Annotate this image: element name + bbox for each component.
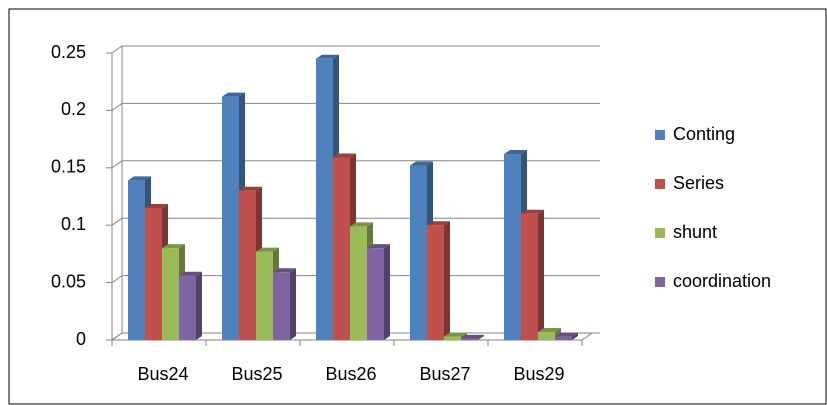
bar-top	[538, 327, 561, 332]
legend-label: Series	[673, 173, 724, 193]
legend-swatch	[655, 179, 665, 189]
bar-front	[538, 331, 555, 340]
y-tick-label: 0.2	[61, 99, 86, 119]
bar	[273, 268, 296, 340]
x-tick-label: Bus29	[513, 364, 564, 384]
y-tick-label: 0.1	[61, 214, 86, 234]
bar-top	[410, 161, 433, 166]
bar-front	[239, 190, 256, 340]
bar	[427, 221, 450, 340]
grid-diag	[111, 217, 123, 226]
bar	[555, 332, 578, 340]
bar-side	[384, 244, 390, 340]
x-tick-label: Bus25	[231, 364, 282, 384]
bar-front	[273, 272, 290, 340]
bar-front	[256, 251, 273, 340]
bar-front	[333, 157, 350, 340]
bar-top	[316, 54, 339, 59]
bar	[367, 244, 390, 340]
bar	[521, 209, 544, 340]
grid-diag	[111, 332, 123, 341]
bar-front	[367, 248, 384, 340]
bar-front	[162, 248, 179, 340]
legend-swatch	[655, 130, 665, 140]
x-tick-label: Bus24	[137, 364, 188, 384]
y-tick-label: 0.15	[51, 157, 86, 177]
bar-front	[128, 180, 145, 340]
bar-top	[273, 268, 296, 273]
bar-top	[333, 153, 356, 158]
y-tick-label: 0	[76, 329, 86, 349]
bar-top	[555, 332, 578, 337]
bar-front	[179, 275, 196, 340]
bar-side	[444, 221, 450, 340]
grid-diag	[111, 160, 123, 169]
bar-top	[427, 221, 450, 226]
bar-top	[179, 271, 202, 276]
bar-side	[572, 332, 578, 340]
bar-top	[222, 92, 245, 97]
grid-diag	[111, 275, 123, 284]
bar-front	[521, 213, 538, 340]
bar-front	[504, 154, 521, 340]
bar-top	[350, 222, 373, 227]
bar-side	[290, 268, 296, 340]
bar-front	[145, 207, 162, 340]
bar-front	[222, 96, 239, 341]
legend-swatch	[655, 228, 665, 238]
bar	[179, 271, 202, 340]
grid-diag	[111, 102, 123, 111]
legend-swatch	[655, 277, 665, 287]
x-tick-label: Bus26	[325, 364, 376, 384]
bar-front	[316, 58, 333, 341]
bar-top	[444, 332, 467, 337]
bar-top	[521, 209, 544, 214]
bar	[461, 334, 484, 340]
y-tick-label: 0.05	[51, 271, 86, 291]
bar-top	[256, 247, 279, 252]
bar-front	[555, 336, 572, 340]
y-tick-label: 0.25	[51, 42, 86, 62]
bar-front	[427, 225, 444, 340]
bar-top	[504, 150, 527, 155]
legend-label: shunt	[673, 222, 717, 242]
legend-label: coordination	[673, 271, 771, 291]
bar-side	[196, 271, 202, 340]
bar-top	[128, 176, 151, 181]
bar-top	[239, 186, 262, 191]
bar-top	[145, 203, 168, 208]
bar-top	[461, 334, 484, 339]
grid-diag	[111, 45, 123, 54]
bar-front	[461, 338, 478, 340]
bar-top	[367, 244, 390, 249]
bar-front	[410, 165, 427, 340]
bar-front	[444, 336, 461, 340]
bar-top	[162, 244, 185, 249]
bar-side	[478, 334, 484, 340]
x-tick-label: Bus27	[419, 364, 470, 384]
bar-side	[538, 209, 544, 340]
bar-front	[350, 226, 367, 340]
legend-label: Conting	[673, 124, 735, 144]
